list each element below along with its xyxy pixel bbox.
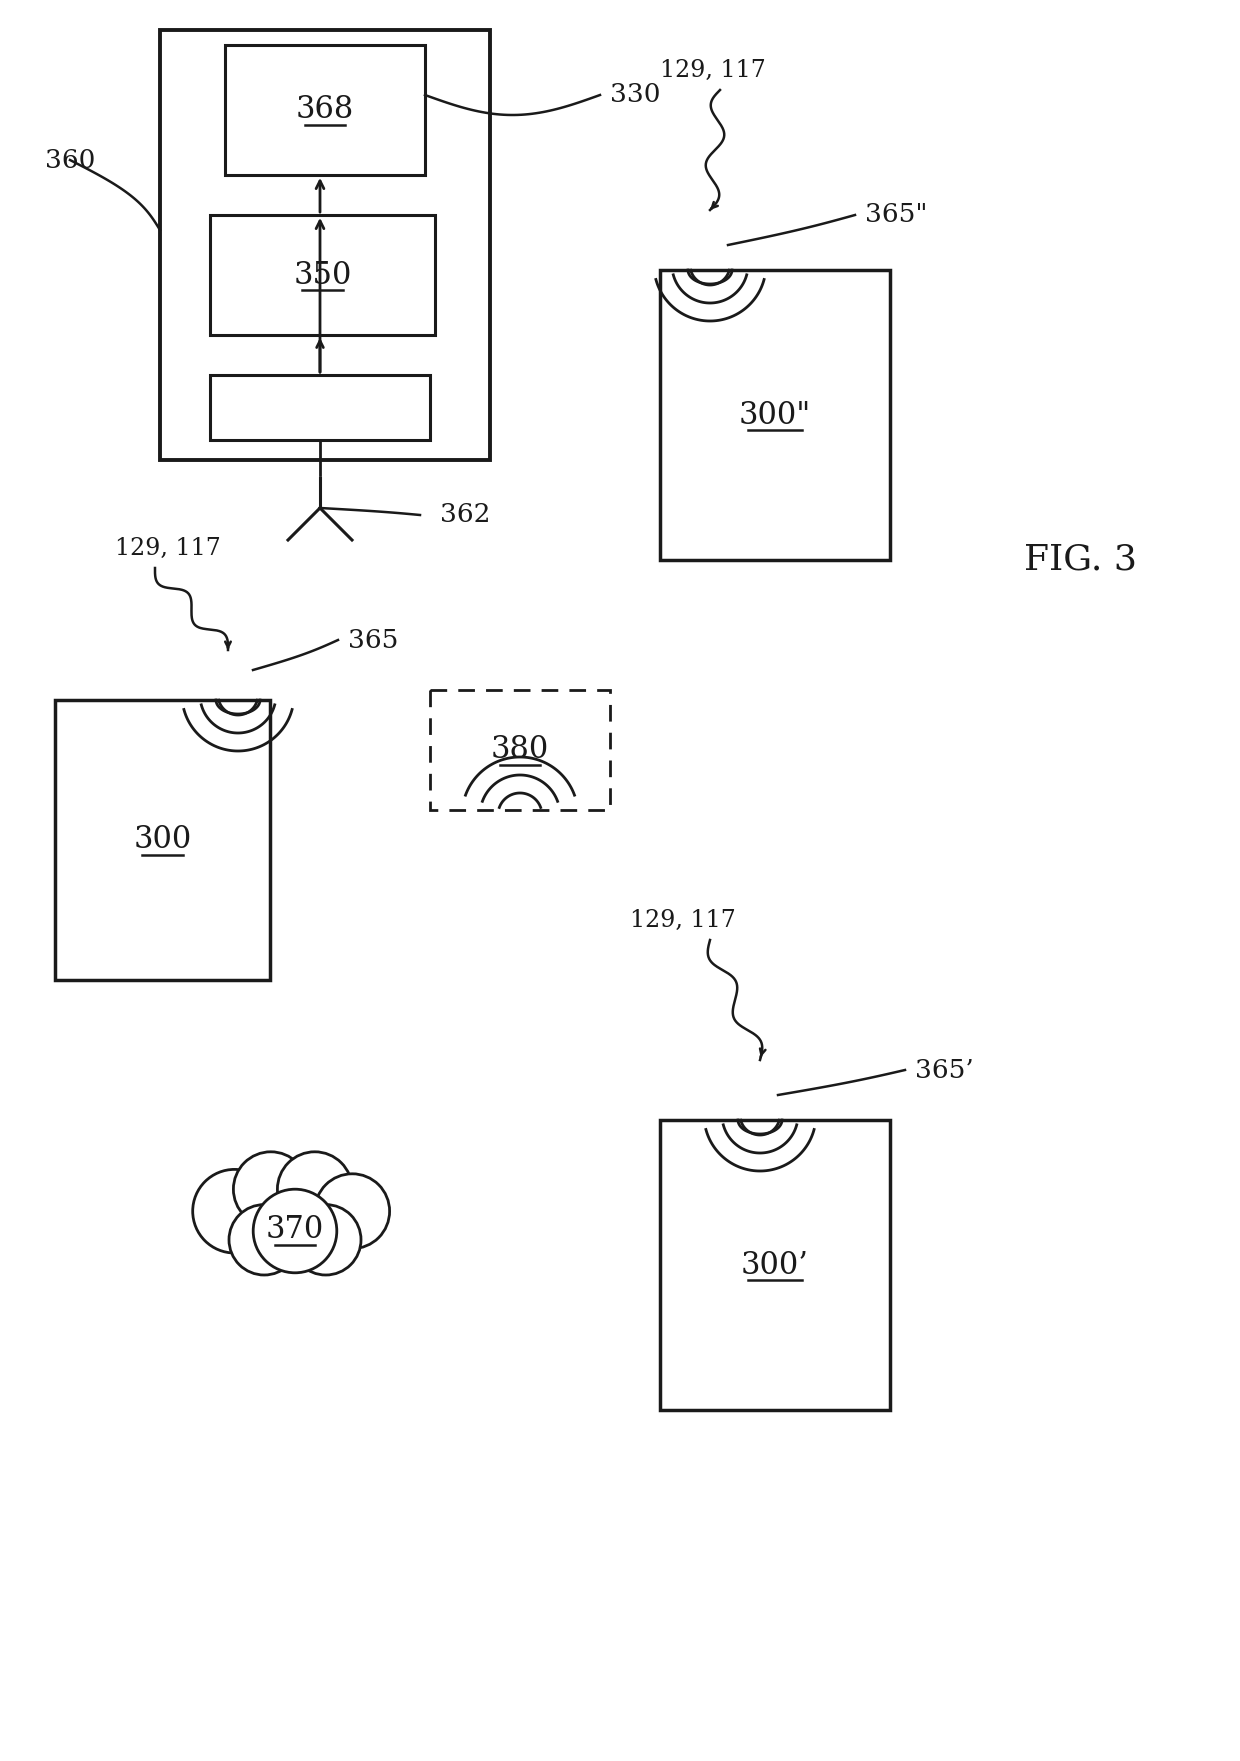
Text: 365: 365 xyxy=(348,627,398,653)
Circle shape xyxy=(290,1205,361,1275)
Bar xyxy=(660,269,890,560)
Text: 362: 362 xyxy=(440,502,491,528)
Text: 300’: 300’ xyxy=(742,1250,808,1280)
Text: 330: 330 xyxy=(610,83,661,107)
Bar xyxy=(224,46,425,174)
Text: 365’: 365’ xyxy=(915,1058,973,1083)
Text: 380: 380 xyxy=(491,734,549,766)
Bar xyxy=(660,1120,890,1411)
Text: 350: 350 xyxy=(294,259,352,291)
Text: 129, 117: 129, 117 xyxy=(630,909,735,932)
Text: 129, 117: 129, 117 xyxy=(115,537,221,560)
Bar xyxy=(55,701,270,981)
Text: 370: 370 xyxy=(265,1215,324,1245)
Circle shape xyxy=(315,1175,389,1249)
Circle shape xyxy=(233,1152,309,1227)
Text: 300: 300 xyxy=(134,824,192,856)
Text: 368: 368 xyxy=(296,95,355,125)
Circle shape xyxy=(229,1205,299,1275)
Text: 365": 365" xyxy=(866,203,928,227)
Circle shape xyxy=(253,1189,337,1273)
Text: 300": 300" xyxy=(739,400,811,430)
Bar xyxy=(160,30,490,460)
Bar xyxy=(210,375,430,440)
Bar xyxy=(210,215,435,335)
Circle shape xyxy=(278,1152,352,1227)
Text: 360: 360 xyxy=(45,148,95,173)
Circle shape xyxy=(192,1169,277,1254)
Bar xyxy=(430,690,610,810)
Text: 129, 117: 129, 117 xyxy=(660,58,766,81)
Text: FIG. 3: FIG. 3 xyxy=(1023,542,1137,578)
